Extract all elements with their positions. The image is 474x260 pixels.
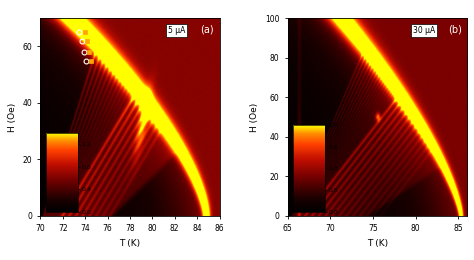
X-axis label: T (K): T (K) [367, 239, 388, 248]
Y-axis label: H (Oe): H (Oe) [8, 102, 17, 132]
Text: 30 μA: 30 μA [413, 26, 435, 35]
X-axis label: T (K): T (K) [119, 239, 140, 248]
Text: (a): (a) [201, 24, 214, 34]
Text: dlog(R)/dT: dlog(R)/dT [289, 156, 293, 185]
Text: (b): (b) [447, 24, 462, 34]
Y-axis label: H (Oe): H (Oe) [250, 102, 259, 132]
Text: dlog(R)/dT: dlog(R)/dT [41, 160, 46, 188]
Text: 5 μA: 5 μA [168, 26, 185, 35]
